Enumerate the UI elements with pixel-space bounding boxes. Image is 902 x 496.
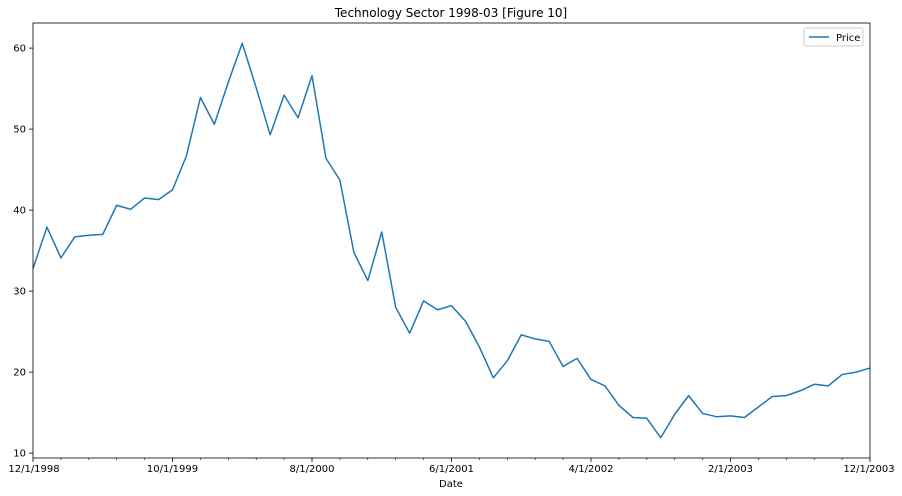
data-point — [464, 320, 467, 323]
data-point — [394, 306, 397, 309]
data-point — [771, 395, 774, 398]
x-tick-label: 4/1/2002 — [569, 464, 614, 475]
x-tick-label: 12/1/2003 — [843, 464, 894, 475]
data-point — [422, 299, 425, 302]
data-point — [701, 412, 704, 415]
data-point — [520, 333, 523, 336]
data-point — [352, 251, 355, 254]
data-point — [757, 405, 760, 408]
x-tick-label: 8/1/2000 — [290, 464, 335, 475]
data-point — [729, 414, 732, 417]
x-tick-label: 6/1/2001 — [429, 464, 474, 475]
data-point — [297, 116, 300, 119]
data-point — [450, 304, 453, 307]
data-point — [269, 133, 272, 136]
data-point — [199, 96, 202, 99]
x-axis-label: Date — [439, 479, 463, 490]
data-point — [255, 86, 258, 89]
data-point — [813, 383, 816, 386]
data-point — [338, 179, 341, 182]
data-point — [87, 234, 90, 237]
data-point — [157, 198, 160, 201]
data-point — [576, 357, 579, 360]
data-point — [241, 42, 244, 45]
data-point — [324, 157, 327, 160]
data-point — [492, 376, 495, 379]
data-point — [645, 417, 648, 420]
y-axis: 10 20 30 40 50 60 — [13, 44, 33, 460]
data-point — [73, 235, 76, 238]
legend-box — [803, 27, 864, 47]
data-point — [366, 279, 369, 282]
data-point — [380, 230, 383, 233]
x-tick-label: 12/1/1998 — [8, 464, 59, 475]
y-tick-label: 40 — [13, 206, 26, 217]
data-point — [799, 389, 802, 392]
plot-area — [33, 23, 870, 458]
data-point — [506, 359, 509, 362]
data-point — [631, 416, 634, 419]
data-point — [115, 204, 118, 207]
data-point — [673, 413, 676, 416]
data-point — [436, 308, 439, 311]
data-point — [283, 94, 286, 97]
data-point — [548, 340, 551, 343]
series-line-price — [32, 42, 871, 439]
data-point — [213, 123, 216, 126]
data-point — [590, 378, 593, 381]
data-point — [45, 226, 48, 229]
data-point — [101, 233, 104, 236]
data-point — [59, 256, 62, 259]
data-point — [408, 332, 411, 335]
x-tick-label: 10/1/1999 — [147, 464, 198, 475]
x-axis: 12/1/1998 10/1/1999 8/1/2000 6/1/2001 4/1/20… — [8, 458, 895, 475]
legend: Price — [803, 27, 864, 47]
data-point — [855, 371, 858, 374]
data-point — [185, 154, 188, 157]
y-tick-label: 10 — [13, 449, 26, 460]
data-point — [715, 415, 718, 418]
data-point — [827, 384, 830, 387]
data-point — [227, 81, 230, 84]
y-tick-label: 60 — [13, 44, 26, 55]
x-tick-label: 2/1/2003 — [708, 464, 753, 475]
data-point — [129, 208, 132, 211]
chart-title: Technology Sector 1998-03 [Figure 10] — [334, 6, 567, 20]
data-point — [603, 384, 606, 387]
data-point — [841, 373, 844, 376]
data-point — [659, 436, 662, 439]
y-tick-label: 30 — [13, 287, 26, 298]
data-point — [143, 196, 146, 199]
data-point — [171, 188, 174, 191]
legend-label-price: Price — [836, 33, 860, 44]
data-point — [743, 416, 746, 419]
data-point — [687, 394, 690, 397]
data-point — [311, 74, 314, 77]
y-tick-label: 20 — [13, 368, 26, 379]
y-tick-label: 50 — [13, 125, 26, 136]
data-point — [785, 394, 788, 397]
data-point — [562, 365, 565, 368]
data-point — [617, 404, 620, 407]
plot-frame — [32, 22, 871, 459]
data-point — [534, 337, 537, 340]
data-point — [478, 346, 481, 349]
